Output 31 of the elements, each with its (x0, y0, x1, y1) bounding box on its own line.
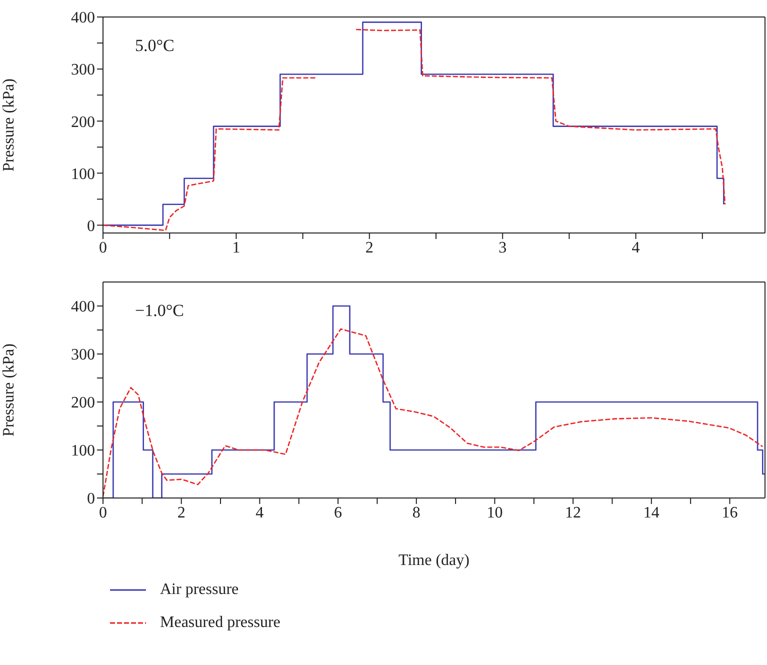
x-tick-label: 4 (632, 239, 640, 256)
y-tick-label: 100 (71, 166, 95, 183)
y-tick-label: 0 (87, 490, 95, 508)
y-tick-label: 0 (87, 218, 95, 235)
annotation: 5.0°C (135, 36, 174, 56)
y-tick-label: 200 (71, 394, 95, 412)
x-tick-label: 1 (232, 239, 240, 256)
x-tick-label: 14 (643, 504, 660, 522)
x-tick-label: 4 (256, 504, 264, 522)
x-tick-label: 3 (498, 239, 507, 256)
x-tick-label: 2 (177, 504, 186, 522)
x-tick-label: 12 (565, 504, 582, 522)
x-tick-label: 10 (486, 504, 503, 522)
x-tick-label: 16 (722, 504, 738, 522)
x-tick-label: 0 (99, 239, 107, 256)
y-axis-title: Pressure (kPa) (0, 344, 18, 436)
annotation: −1.0°C (135, 301, 184, 321)
x-tick-label: 6 (334, 504, 342, 522)
x-axis-title: Time (day) (398, 552, 470, 569)
y-tick-label: 200 (71, 114, 95, 131)
legend-label: Air pressure (160, 580, 239, 598)
y-axis-title: Pressure (kPa) (0, 78, 18, 172)
y-tick-label: 100 (71, 442, 95, 460)
y-tick-label: 300 (71, 62, 95, 79)
y-tick-label: 400 (71, 10, 95, 27)
x-tick-label: 2 (365, 239, 374, 256)
legend-label: Measured pressure (160, 614, 280, 632)
y-tick-label: 300 (71, 346, 95, 364)
x-tick-label: 0 (99, 504, 107, 522)
y-tick-label: 400 (71, 298, 95, 316)
x-tick-label: 8 (412, 504, 420, 522)
